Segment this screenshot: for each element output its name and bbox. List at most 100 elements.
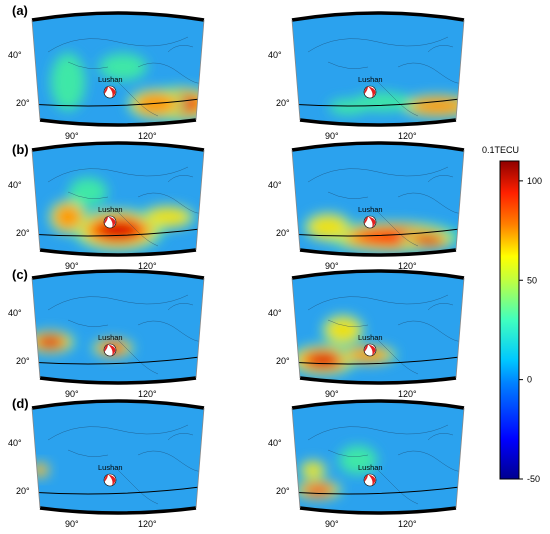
lon-tick-120: 120° <box>138 131 157 141</box>
place-label-lushan: Lushan <box>98 333 123 342</box>
coastline <box>117 81 159 117</box>
epicenter-beachball-icon <box>363 85 377 99</box>
frame-top <box>291 399 465 410</box>
place-label-lushan: Lushan <box>98 205 123 214</box>
place-label-lushan: Lushan <box>358 463 383 472</box>
coastline <box>307 424 449 441</box>
frame-bottom <box>299 118 457 127</box>
epicenter-beachball-icon <box>103 343 117 357</box>
coastline <box>377 81 419 117</box>
parallel-20-line <box>32 97 204 107</box>
lon-tick-90: 90° <box>65 519 79 529</box>
anomaly-blob <box>301 461 325 479</box>
anomaly-blob <box>39 337 61 347</box>
colorbar: 0.1TECU 100 50 0 -50 <box>480 145 550 490</box>
anomaly-blob <box>338 445 378 475</box>
lat-tick-20: 20° <box>16 228 30 238</box>
frame-bottom <box>39 118 197 127</box>
frame-sides <box>31 19 205 121</box>
lon-tick-90: 90° <box>65 261 79 271</box>
colorbar-gradient <box>499 160 520 480</box>
lon-tick-120: 120° <box>398 389 417 399</box>
frame-bottom <box>39 248 197 257</box>
coastline <box>67 191 109 199</box>
lat-tick-40: 40° <box>8 50 22 60</box>
coastline <box>117 469 159 505</box>
anomaly-blob <box>307 214 349 240</box>
lat-tick-40: 40° <box>268 180 282 190</box>
coastline <box>117 211 159 247</box>
colorbar-svg: 0.1TECU 100 50 0 -50 <box>482 145 542 484</box>
anomaly-blob <box>145 207 191 227</box>
coastline <box>167 45 194 53</box>
anomaly-blob <box>50 53 86 111</box>
anomaly-blob <box>325 317 361 343</box>
coastline <box>377 211 419 247</box>
parallel-20-line <box>292 485 464 495</box>
lat-tick-40: 40° <box>268 438 282 448</box>
coastline <box>167 303 194 311</box>
map-panel-a-left: 40° 20° 90° 120° Lushan <box>8 11 205 141</box>
frame-top <box>31 141 205 152</box>
lon-tick-90: 90° <box>65 131 79 141</box>
epicenter-beachball-icon <box>363 343 377 357</box>
frame-bottom <box>39 506 197 515</box>
map-background <box>32 271 204 383</box>
frame-bottom <box>299 248 457 257</box>
coastline <box>67 449 109 457</box>
frame-bottom <box>39 376 197 385</box>
coastline <box>47 166 189 183</box>
map-background <box>292 401 464 513</box>
colorbar-tick-label: 0 <box>527 375 532 385</box>
map-background <box>32 401 204 513</box>
place-label-lushan: Lushan <box>98 75 123 84</box>
parallel-20-line <box>292 355 464 365</box>
frame-sides <box>31 277 205 379</box>
anomaly-blob <box>328 99 368 115</box>
coastline <box>427 175 454 183</box>
lat-tick-40: 40° <box>8 438 22 448</box>
coastline <box>377 339 419 375</box>
frame-top <box>291 269 465 280</box>
parallel-20-line <box>292 97 464 107</box>
panel-label-b: (b) <box>12 142 29 157</box>
coastline <box>47 294 189 311</box>
frame-sides <box>291 277 465 379</box>
colorbar-unit-label: 0.1TECU <box>482 145 519 155</box>
lon-tick-90: 90° <box>325 261 339 271</box>
frame-sides <box>291 149 465 251</box>
frame-top <box>291 141 465 152</box>
coastline <box>327 191 369 199</box>
place-label-lushan: Lushan <box>358 333 383 342</box>
anomaly-blob <box>309 353 337 367</box>
coastline <box>377 469 419 505</box>
parallel-20-line <box>32 227 204 237</box>
lat-tick-20: 20° <box>16 356 30 366</box>
colorbar-ticks: 100 50 0 -50 <box>519 176 542 484</box>
frame-top <box>31 11 205 22</box>
lat-tick-40: 40° <box>268 50 282 60</box>
frame-top <box>31 399 205 410</box>
lat-tick-40: 40° <box>268 308 282 318</box>
epicenter-beachball-icon <box>103 473 117 487</box>
lon-tick-120: 120° <box>138 519 157 529</box>
anomaly-blob <box>54 205 82 229</box>
colorbar-tick-label: 100 <box>527 176 542 186</box>
frame-bottom <box>299 506 457 515</box>
frame-top <box>291 11 465 22</box>
map-panel-c-right: 40° 20° 90° 120° Lushan <box>268 269 465 399</box>
lat-tick-20: 20° <box>16 486 30 496</box>
map-panel-c-left: 40° 20° 90° 120° Lushan <box>8 269 205 399</box>
coastline <box>167 433 194 441</box>
place-label-lushan: Lushan <box>98 463 123 472</box>
epicenter-beachball-icon <box>363 473 377 487</box>
coastline <box>427 303 454 311</box>
frame-sides <box>291 407 465 509</box>
lon-tick-90: 90° <box>65 389 79 399</box>
map-panel-d-left: 40° 20° 90° 120° Lushan <box>8 399 205 529</box>
frame-sides <box>291 19 465 121</box>
coastline <box>307 294 449 311</box>
frame-bottom <box>299 376 457 385</box>
frame-sides <box>31 149 205 251</box>
colorbar-tick-label: -50 <box>527 474 540 484</box>
